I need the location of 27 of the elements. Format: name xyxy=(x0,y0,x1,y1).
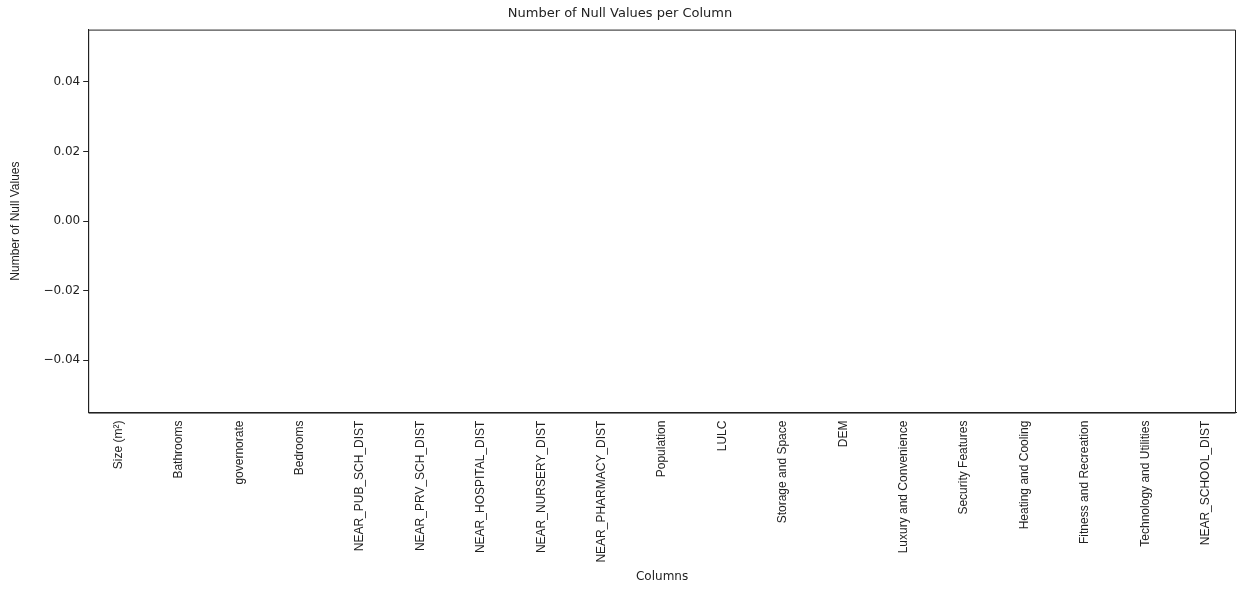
x-tick-label: NEAR_PUB_SCH_DIST xyxy=(352,419,367,552)
y-tick-label: 0.00 xyxy=(53,213,81,228)
x-tick-label: Storage and Space xyxy=(775,420,790,524)
x-tick-label: Population xyxy=(654,420,669,478)
x-tick-label: Fitness and Recreation xyxy=(1077,420,1092,544)
x-tick-label: LULC xyxy=(714,420,729,452)
x-axis-title: Columns xyxy=(635,568,689,583)
y-tick-label: −0.02 xyxy=(43,282,81,297)
x-tick-label: Bathrooms xyxy=(171,420,186,479)
x-tick-label: Security Features xyxy=(956,420,971,515)
y-tick-label: 0.04 xyxy=(53,73,81,88)
y-axis-title: Number of Null Values xyxy=(7,161,22,281)
x-tick-label: NEAR_PHARMACY_DIST xyxy=(593,419,608,563)
x-tick-label: Luxury and Convenience xyxy=(896,420,911,554)
chart-title: Number of Null Values per Column xyxy=(507,5,733,21)
x-tick-label: Bedrooms xyxy=(291,420,306,476)
x-tick-label: Technology and Utilities xyxy=(1137,420,1152,547)
y-tick-label: −0.04 xyxy=(43,352,81,367)
x-tick-label: NEAR_SCHOOL_DIST xyxy=(1198,419,1213,546)
x-tick-label: NEAR_NURSERY_DIST xyxy=(533,419,548,554)
x-tick-label: NEAR_HOSPITAL_DIST xyxy=(473,419,488,554)
x-tick-label: Heating and Cooling xyxy=(1016,420,1031,530)
x-tick-label: DEM xyxy=(835,420,850,448)
x-tick-label: governorate xyxy=(231,420,246,485)
y-tick-label: 0.02 xyxy=(53,143,81,158)
x-tick-label: Size (m²) xyxy=(110,420,125,470)
x-tick-label: NEAR_PRV_SCH_DIST xyxy=(412,419,427,552)
